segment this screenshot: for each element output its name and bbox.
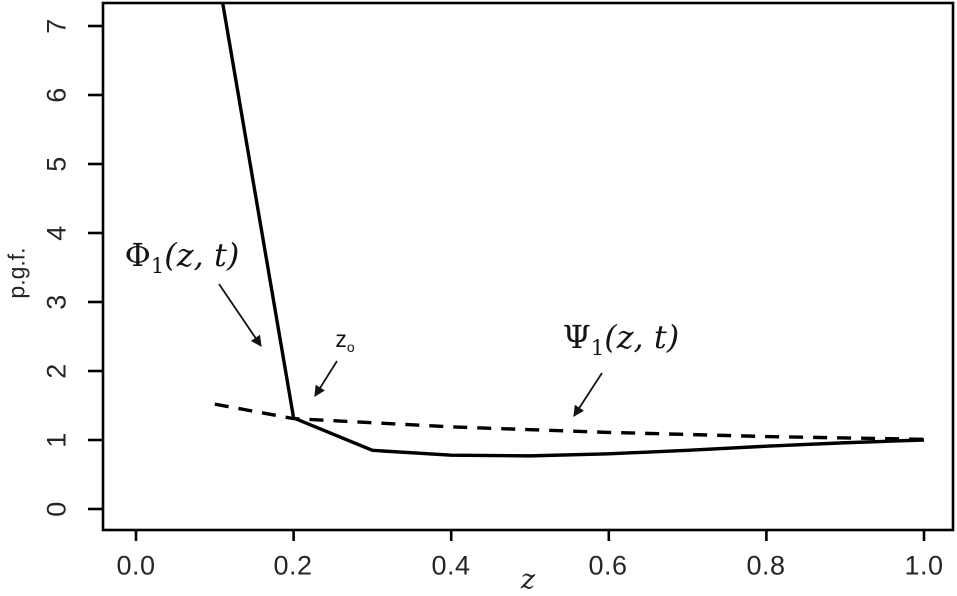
y-tick-label: 0 [41, 501, 72, 517]
x-axis-title: z [520, 564, 536, 596]
annotation-arrows [218, 283, 603, 417]
y-tick-label: 3 [41, 294, 72, 310]
phi-curve-label: Φ1(z, t) [125, 239, 240, 277]
plot-frame [101, 1, 955, 532]
phi-args: (z, t) [164, 236, 240, 274]
axis-ticks [88, 24, 926, 541]
z0-arrow [314, 360, 338, 397]
y-tick-label: 2 [41, 363, 72, 379]
phi-subscript: 1 [150, 254, 165, 278]
x-tick-label: 0.0 [116, 550, 156, 581]
y-tick-label: 7 [41, 18, 72, 34]
x-tick-label: 0.2 [273, 550, 313, 581]
phi-symbol: Φ [124, 236, 151, 274]
y-tick-label: 6 [41, 87, 72, 103]
psi-args: (z, t) [604, 318, 680, 356]
phi-arrow [218, 283, 262, 347]
series-lines [214, 4, 925, 458]
x-tick-label: 1.0 [904, 550, 944, 581]
z0-subscript: o [346, 339, 355, 355]
z0-point-label: zo [335, 326, 355, 355]
y-axis-title: p.g.f. [3, 247, 30, 299]
x-tick-label: 0.4 [431, 550, 471, 581]
psi-subscript: 1 [590, 336, 605, 360]
y-tick-label: 1 [41, 432, 72, 448]
curve-dashed [214, 402, 925, 442]
psi-symbol: Ψ [562, 318, 591, 356]
y-tick-label: 4 [41, 225, 72, 241]
z0-base: z [335, 326, 347, 352]
y-tick-label: 5 [41, 156, 72, 172]
x-tick-label: 0.8 [746, 550, 786, 581]
psi-curve-label: Ψ1(z, t) [563, 321, 679, 359]
psi-arrow [573, 372, 603, 417]
x-tick-label: 0.6 [588, 550, 628, 581]
curve-solid [221, 4, 925, 458]
